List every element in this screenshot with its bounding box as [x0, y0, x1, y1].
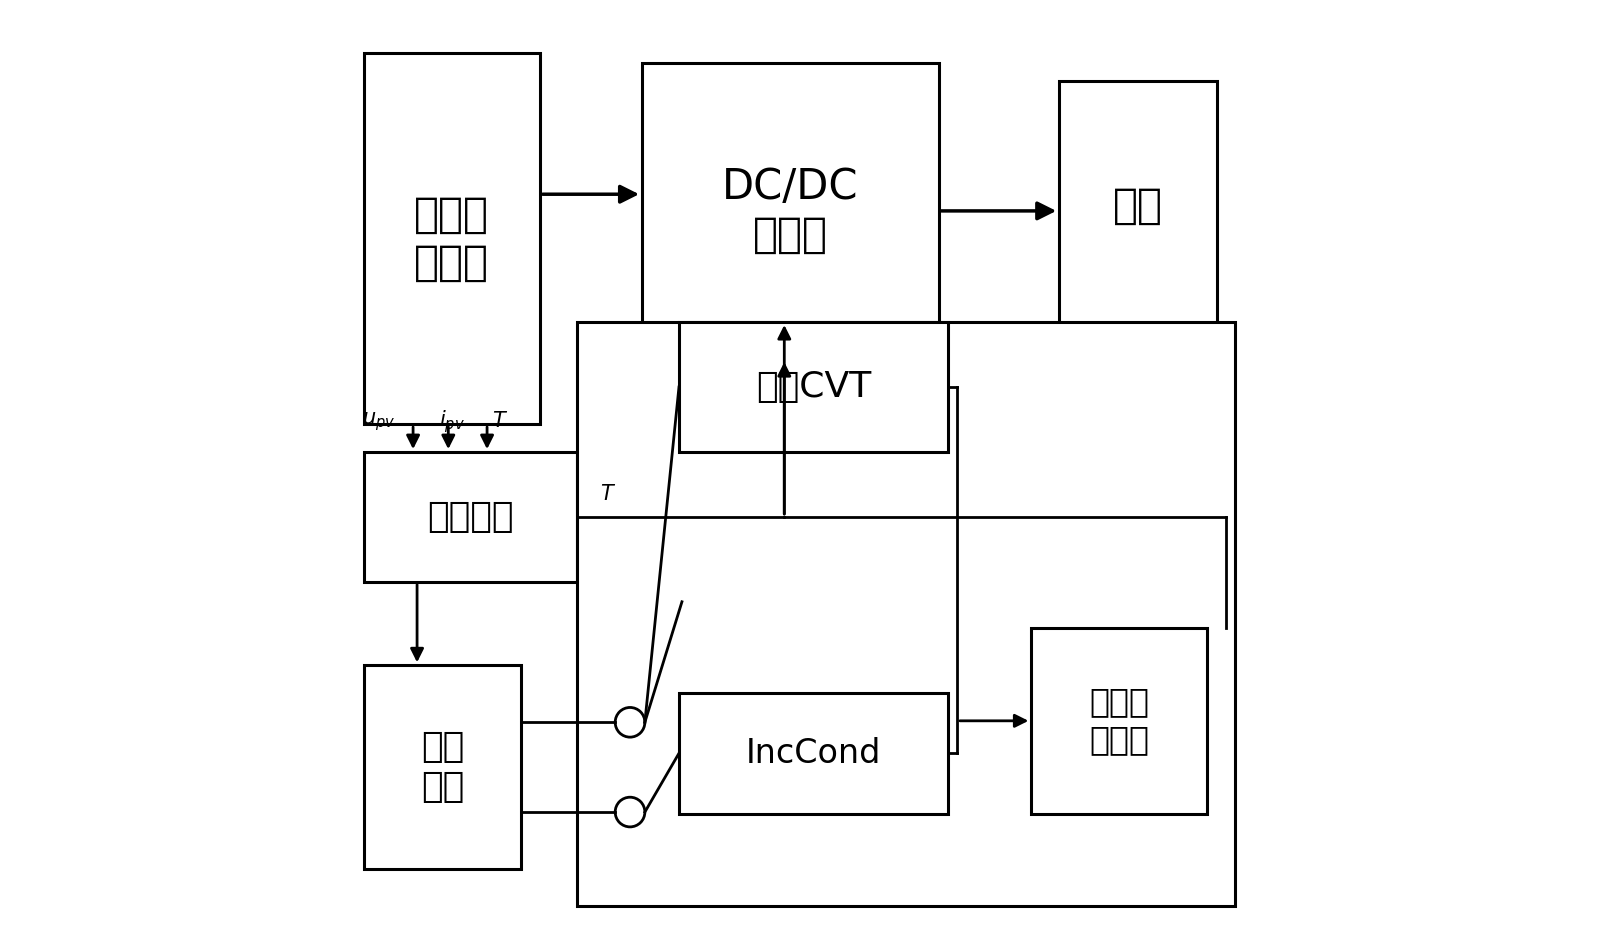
Text: $u_{pv}$: $u_{pv}$ [361, 410, 395, 433]
Text: IncCond: IncCond [745, 737, 881, 770]
Text: $T$: $T$ [492, 411, 508, 431]
Bar [363, 54, 540, 424]
Text: 负载: 负载 [1113, 185, 1162, 228]
Bar [363, 452, 577, 582]
Bar [363, 665, 521, 869]
Text: 采样处理: 采样处理 [427, 500, 513, 534]
Bar [680, 693, 948, 814]
Bar [1059, 81, 1217, 331]
Text: $i_{pv}$: $i_{pv}$ [440, 408, 465, 435]
Text: $T$: $T$ [600, 484, 616, 503]
Text: 控制信
号输出: 控制信 号输出 [1089, 685, 1150, 757]
Bar [680, 322, 948, 452]
Text: 光伏电
池阵列: 光伏电 池阵列 [414, 194, 489, 284]
Bar [1031, 628, 1207, 814]
Text: 误差
判断: 误差 判断 [421, 730, 464, 804]
Bar [641, 62, 939, 359]
Text: DC/DC
变换器: DC/DC 变换器 [723, 166, 859, 256]
Text: 改进CVT: 改进CVT [756, 370, 871, 404]
Bar [577, 322, 1236, 906]
